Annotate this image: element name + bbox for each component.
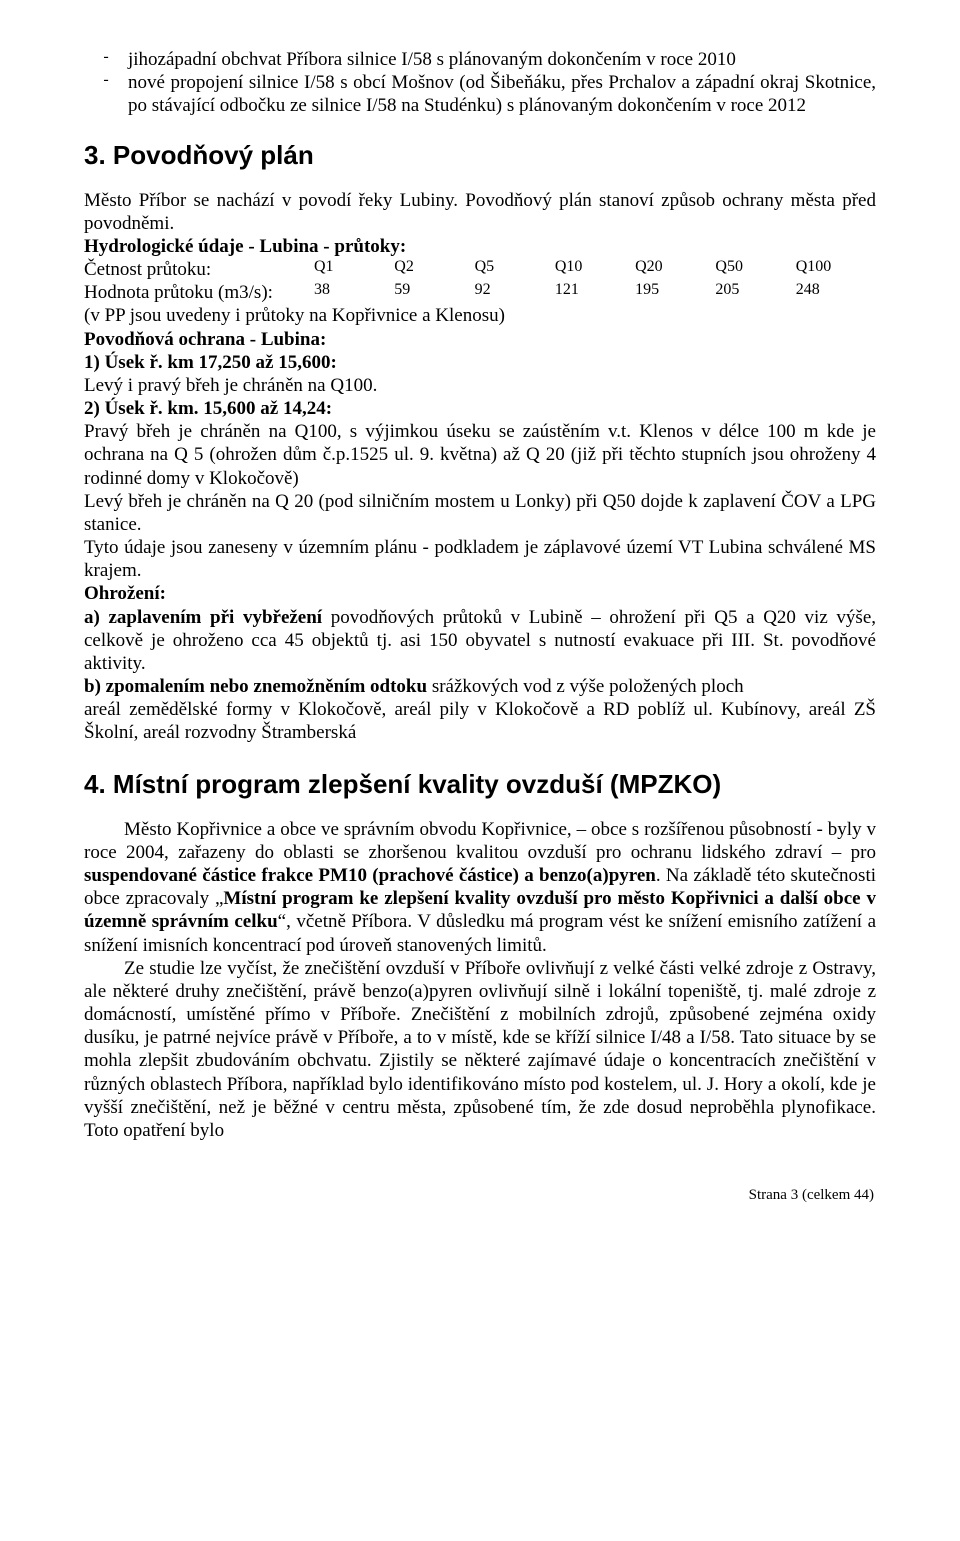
hydro-values: Q1 Q2 Q5 Q10 Q20 Q50 Q100 <box>314 258 876 281</box>
para: Město Kopřivnice a obce ve správním obvo… <box>84 818 876 957</box>
text-span: Město Kopřivnice a obce ve správním obvo… <box>84 819 876 863</box>
bullet-dash: - <box>84 48 128 71</box>
hydro-row-value: Hodnota průtoku (m3/s): 38 59 92 121 195… <box>84 281 876 304</box>
hydro-val: 38 <box>314 281 394 304</box>
para: Tyto údaje jsou zaneseny v územním plánu… <box>84 536 876 582</box>
para: Ze studie lze vyčíst, že znečištění ovzd… <box>84 957 876 1142</box>
para: Pravý břeh je chráněn na Q100, s výjimko… <box>84 420 876 490</box>
hydro-heading: Hydrologické údaje - Lubina - průtoky: <box>84 235 876 258</box>
usek-heading: 1) Úsek ř. km 17,250 až 15,600: <box>84 351 876 374</box>
hydro-row-frequency: Četnost průtoku: Q1 Q2 Q5 Q10 Q20 Q50 Q1… <box>84 258 876 281</box>
hydro-val: Q1 <box>314 258 394 281</box>
section-heading-4: 4. Místní program zlepšení kvality ovzdu… <box>84 769 876 800</box>
hydro-val: 205 <box>715 281 795 304</box>
page-footer: Strana 3 (celkem 44) <box>84 1186 876 1204</box>
bullet-dash: - <box>84 71 128 117</box>
para: (v PP jsou uvedeny i průtoky na Kopřivni… <box>84 304 876 327</box>
bullet-item: - nové propojení silnice I/58 s obcí Moš… <box>84 71 876 117</box>
text-span: srážkových vod z výše položených ploch <box>432 676 744 697</box>
hydro-values: 38 59 92 121 195 205 248 <box>314 281 876 304</box>
hydro-val: 195 <box>635 281 715 304</box>
ohrozeni-heading: Ohrožení: <box>84 582 876 605</box>
hydro-val: Q20 <box>635 258 715 281</box>
document-page: - jihozápadní obchvat Příbora silnice I/… <box>0 0 960 1244</box>
ochrana-heading: Povodňová ochrana - Lubina: <box>84 328 876 351</box>
hydro-label: Hodnota průtoku (m3/s): <box>84 281 314 304</box>
bullet-text: jihozápadní obchvat Příbora silnice I/58… <box>128 48 876 71</box>
para: Levý břeh je chráněn na Q 20 (pod silnič… <box>84 490 876 536</box>
hydro-label: Četnost průtoku: <box>84 258 314 281</box>
hydro-val: 121 <box>555 281 635 304</box>
usek-heading: 2) Úsek ř. km. 15,600 až 14,24: <box>84 397 876 420</box>
para: Levý i pravý břeh je chráněn na Q100. <box>84 374 876 397</box>
bold-span: suspendované částice frakce PM10 (pracho… <box>84 865 656 886</box>
hydro-val: Q5 <box>475 258 555 281</box>
bold-span: b) zpomalením nebo znemožněním odtoku <box>84 676 432 697</box>
para-a: a) zaplavením při vybřežení povodňových … <box>84 606 876 676</box>
para-b: b) zpomalením nebo znemožněním odtoku sr… <box>84 675 876 698</box>
bold-span: a) zaplavením při vybřežení <box>84 607 331 628</box>
hydro-val: Q2 <box>394 258 474 281</box>
section-heading-3: 3. Povodňový plán <box>84 140 876 171</box>
hydro-val: Q100 <box>796 258 876 281</box>
bullet-text: nové propojení silnice I/58 s obcí Mošno… <box>128 71 876 117</box>
hydro-val: 248 <box>796 281 876 304</box>
hydro-val: 59 <box>394 281 474 304</box>
bullet-item: - jihozápadní obchvat Příbora silnice I/… <box>84 48 876 71</box>
para: Město Příbor se nachází v povodí řeky Lu… <box>84 189 876 235</box>
hydro-val: Q10 <box>555 258 635 281</box>
para: areál zemědělské formy v Klokočově, areá… <box>84 698 876 744</box>
hydro-val: 92 <box>475 281 555 304</box>
hydro-val: Q50 <box>715 258 795 281</box>
